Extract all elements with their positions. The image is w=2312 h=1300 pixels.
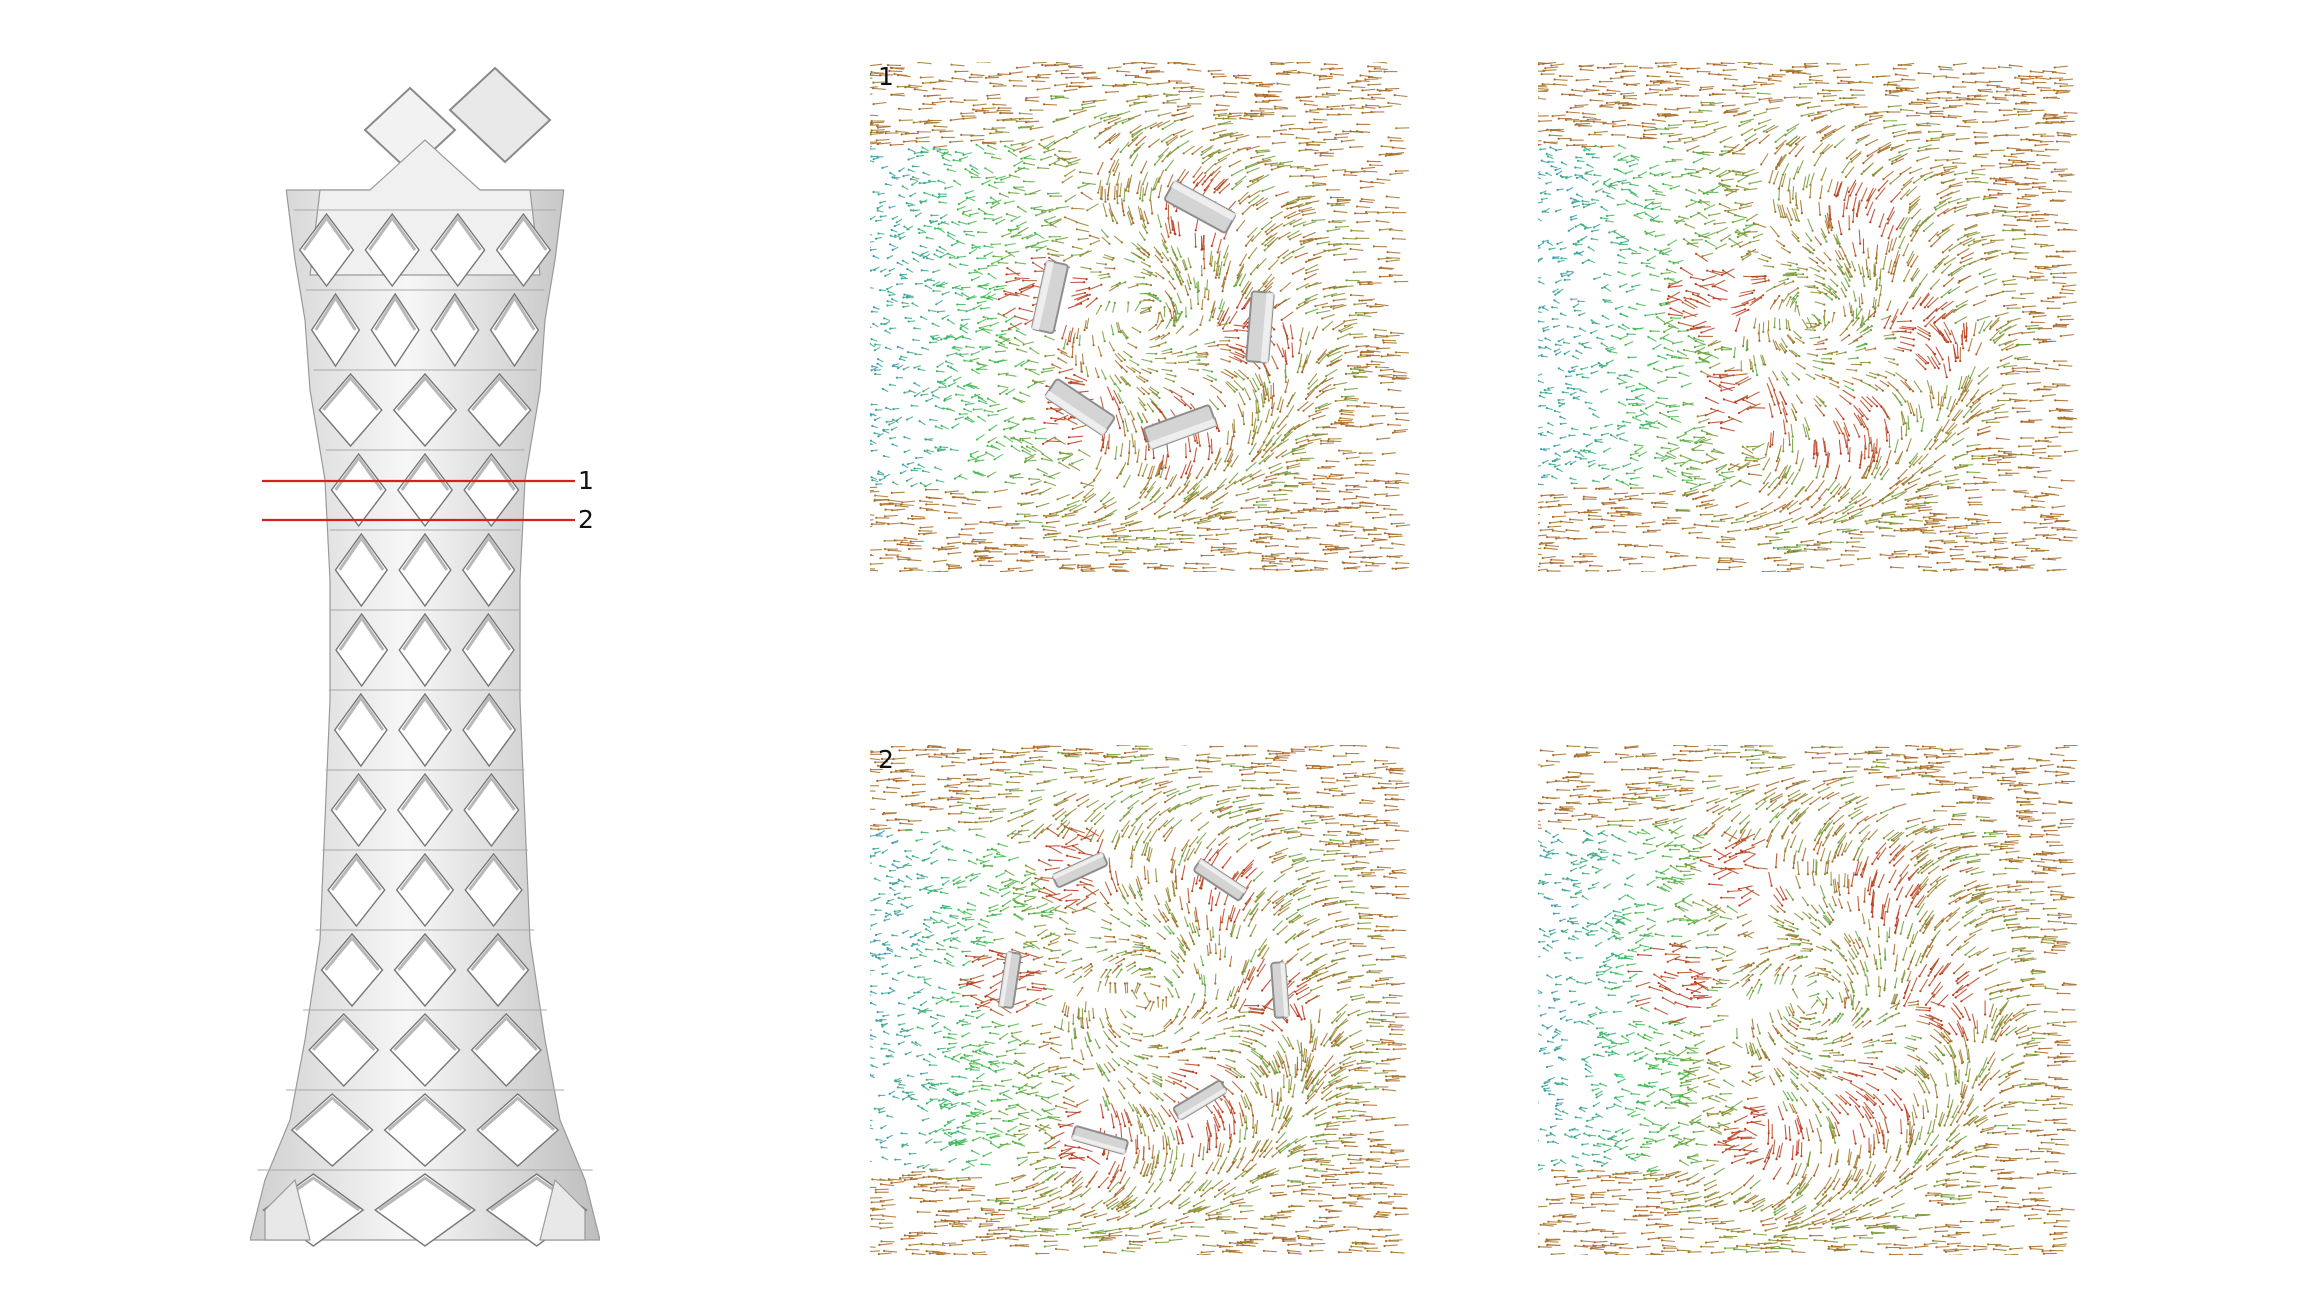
tower-section-structure [998,852,1290,1155]
flow-panel-slice2-flow-only [1538,745,2078,1255]
velocity-vector-field [870,745,1410,1255]
flow-panel-slice1-with-structure [870,62,1410,572]
velocity-vector-field [1538,745,2078,1255]
tower-elevation [250,66,600,1247]
tower-upper-band [309,139,541,276]
flow-panel-slice2-with-structure [870,745,1410,1255]
tower-lattice [250,66,600,1247]
velocity-vector-field [870,62,1410,572]
section-cut-lines [262,479,575,522]
velocity-vector-field [1538,62,2078,572]
section-label-2: 2 [578,505,594,534]
section-label-1: 1 [578,466,594,495]
flow-panel-slice1-flow-only [1538,62,2078,572]
panel-label-2: 2 [878,745,894,774]
tower-crown-right [448,66,552,164]
panel-label-1: 1 [878,62,894,91]
tower-section-structure [1031,180,1275,450]
